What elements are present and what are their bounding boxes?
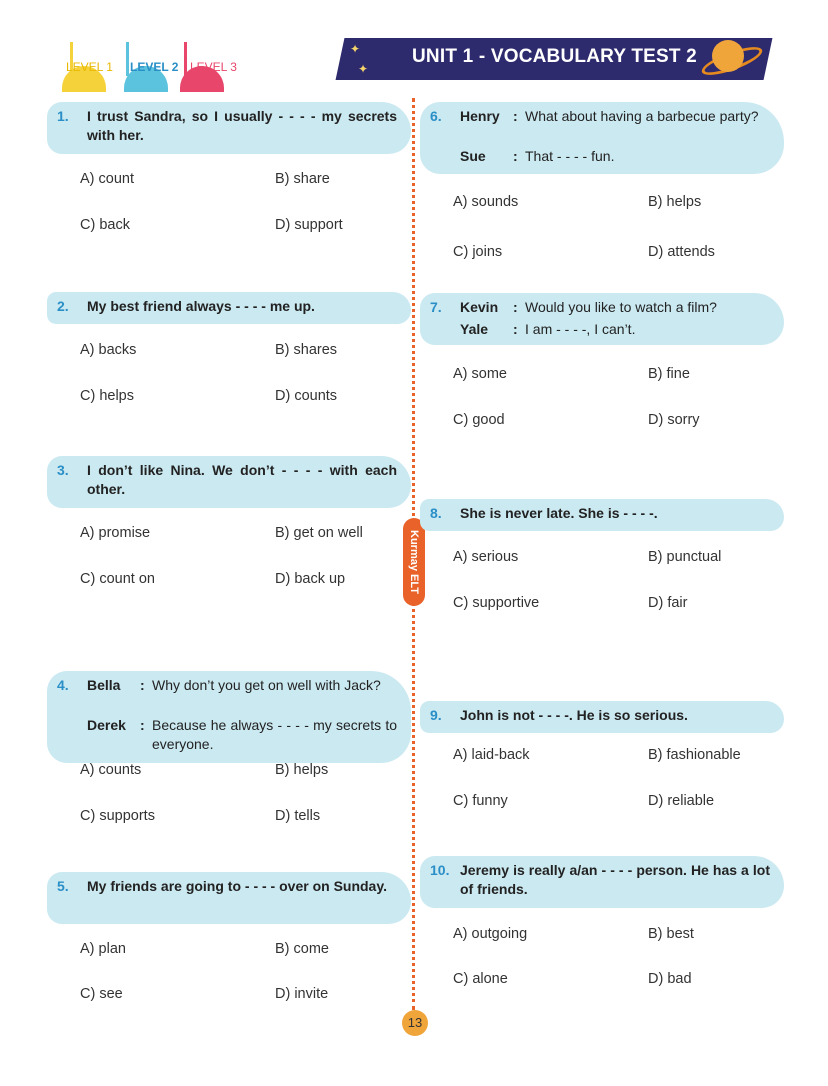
question-text: John is not - - - -. He is so serious.: [460, 707, 688, 723]
question-number: 7.: [430, 299, 442, 315]
level-2-label: LEVEL 2: [130, 60, 179, 74]
question-number: 8.: [430, 505, 442, 521]
speaker-colon: :: [140, 677, 145, 693]
answer-option[interactable]: A) promise: [80, 525, 151, 541]
speaker-name: Kevin: [460, 299, 499, 315]
question-text: I trust Sandra, so I usually - - - - my …: [87, 108, 397, 143]
question-highlight: [47, 671, 411, 763]
question-text: Jeremy is really a/an - - - - person. He…: [460, 862, 770, 897]
answer-option[interactable]: A) plan: [80, 941, 126, 957]
answer-option[interactable]: A) laid-back: [453, 747, 530, 763]
speaker-name: Henry: [460, 108, 500, 124]
level-1-label: LEVEL 1: [66, 60, 113, 74]
answer-option[interactable]: B) helps: [648, 194, 702, 210]
answer-option[interactable]: C) joins: [453, 244, 503, 260]
answer-option[interactable]: C) alone: [453, 971, 508, 987]
answer-option[interactable]: D) back up: [275, 571, 346, 587]
dialogue-line: Because he always - - - - my secrets to …: [152, 717, 397, 752]
question-highlight: [47, 102, 411, 154]
answer-option[interactable]: B) best: [648, 926, 694, 942]
speaker-colon: :: [513, 148, 518, 164]
level-3-label: LEVEL 3: [190, 60, 237, 74]
answer-option[interactable]: B) helps: [275, 762, 329, 778]
speaker-colon: :: [513, 299, 518, 315]
question-number: 10.: [430, 862, 450, 878]
answer-option[interactable]: C) back: [80, 217, 130, 233]
answer-option[interactable]: D) reliable: [648, 793, 715, 809]
question-highlight: [420, 293, 784, 345]
speaker-colon: :: [140, 717, 145, 733]
speaker-name: Sue: [460, 148, 486, 164]
answer-option[interactable]: C) good: [453, 412, 505, 428]
star-icon: ✦: [350, 42, 361, 56]
page-title: UNIT 1 - VOCABULARY TEST 2: [412, 46, 697, 67]
dialogue-line: That - - - - fun.: [525, 148, 615, 164]
question-text: My best friend always - - - - me up.: [87, 298, 315, 314]
planet-icon: [712, 40, 744, 72]
question-highlight: [47, 292, 411, 324]
dialogue-line: I am - - - -, I can’t.: [525, 321, 636, 337]
speaker-name: Yale: [460, 321, 489, 337]
speaker-name: Bella: [87, 677, 121, 693]
answer-option[interactable]: B) fashionable: [648, 747, 741, 763]
answer-option[interactable]: B) get on well: [275, 525, 363, 541]
answer-option[interactable]: D) attends: [648, 244, 715, 260]
answer-option[interactable]: B) shares: [275, 342, 338, 358]
answer-option[interactable]: A) counts: [80, 762, 142, 778]
answer-option[interactable]: B) punctual: [648, 549, 722, 565]
page-number: 13: [402, 1010, 428, 1036]
question-number: 1.: [57, 108, 69, 124]
answer-option[interactable]: B) come: [275, 941, 329, 957]
question-highlight: [47, 456, 411, 508]
answer-option[interactable]: D) invite: [275, 986, 329, 1002]
dialogue-line: What about having a barbecue party?: [525, 108, 759, 124]
answer-option[interactable]: D) sorry: [648, 412, 700, 428]
answer-option[interactable]: D) bad: [648, 971, 692, 987]
question-highlight: [420, 499, 784, 531]
answer-option[interactable]: C) count on: [80, 571, 155, 587]
question-text: My friends are going to - - - - over on …: [87, 878, 387, 894]
answer-option[interactable]: A) outgoing: [453, 926, 528, 942]
answer-option[interactable]: C) supportive: [453, 595, 540, 611]
answer-option[interactable]: A) sounds: [453, 194, 519, 210]
question-number: 3.: [57, 462, 69, 478]
question-highlight: [420, 701, 784, 733]
answer-option[interactable]: B) share: [275, 171, 330, 187]
dialogue-line: Why don’t you get on well with Jack?: [152, 677, 381, 693]
question-number: 6.: [430, 108, 442, 124]
answer-option[interactable]: B) fine: [648, 366, 690, 382]
dialogue-line: Would you like to watch a film?: [525, 299, 717, 315]
publisher-logo: Kurmay ELT: [403, 518, 425, 606]
answer-option[interactable]: A) some: [453, 366, 507, 382]
question-text: I don’t like Nina. We don’t - - - - with…: [87, 462, 397, 497]
question-highlight: [420, 856, 784, 908]
speaker-colon: :: [513, 321, 518, 337]
question-highlight: [420, 102, 784, 174]
speaker-colon: :: [513, 108, 518, 124]
speaker-name: Derek: [87, 717, 126, 733]
level-indicator: LEVEL 1 LEVEL 2 LEVEL 3: [62, 38, 252, 92]
answer-option[interactable]: D) counts: [275, 388, 338, 404]
answer-option[interactable]: C) funny: [453, 793, 508, 809]
answer-option[interactable]: A) backs: [80, 342, 137, 358]
answer-option[interactable]: C) supports: [80, 808, 155, 824]
answer-option[interactable]: D) tells: [275, 808, 321, 824]
question-text: She is never late. She is - - - -.: [460, 505, 658, 521]
star-icon: ✦: [358, 62, 369, 76]
answer-option[interactable]: A) serious: [453, 549, 519, 565]
answer-option[interactable]: D) fair: [648, 595, 688, 611]
question-number: 4.: [57, 677, 69, 693]
question-number: 2.: [57, 298, 69, 314]
answer-option[interactable]: C) see: [80, 986, 123, 1002]
question-number: 9.: [430, 707, 442, 723]
answer-option[interactable]: C) helps: [80, 388, 134, 404]
answer-option[interactable]: D) support: [275, 217, 343, 233]
answer-option[interactable]: A) count: [80, 171, 134, 187]
question-highlight: [47, 872, 411, 924]
question-number: 5.: [57, 878, 69, 894]
